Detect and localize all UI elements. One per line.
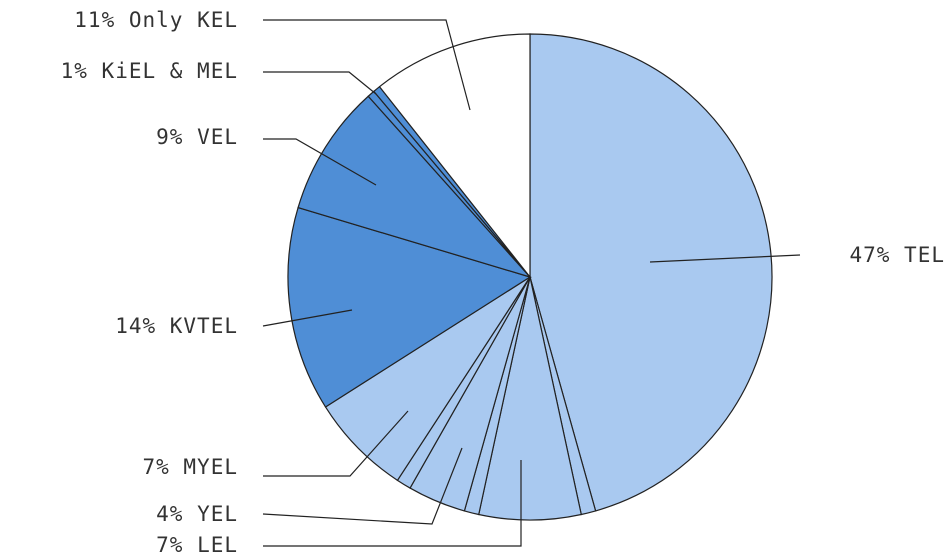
slice-label-9pct-vel: 9% VEL xyxy=(156,125,238,149)
slice-label-47pct-tel: 47% TEL xyxy=(849,243,945,267)
leader-line-9pct-vel xyxy=(263,138,377,186)
pie-slice-47pct-tel xyxy=(529,33,773,512)
pie-slice-9pct-vel xyxy=(297,95,532,279)
slice-label-7pct-lel: 7% LEL xyxy=(156,533,238,556)
slice-label-7pct-myel: 7% MYEL xyxy=(142,455,238,479)
leader-line-7pct-myel xyxy=(263,410,409,477)
slice-label-4pct-yel: 4% YEL xyxy=(156,502,238,526)
leader-line-4pct-yel xyxy=(262,447,463,525)
slice-label-14pct-kvtel: 14% KVTEL xyxy=(115,314,238,338)
leader-line-1pct-kiel-and-mel xyxy=(263,71,377,95)
slice-label-1pct-kiel-and-mel: 1% KiEL & MEL xyxy=(61,59,238,83)
leader-line-47pct-tel xyxy=(649,254,801,263)
slice-label-11pct-only-kel: 11% Only KEL xyxy=(74,8,238,32)
pie-slice-11pct-only-kel xyxy=(378,33,531,279)
leader-line-7pct-lel xyxy=(263,460,522,547)
leader-line-14pct-kvtel xyxy=(262,309,353,327)
leader-line-11pct-only-kel xyxy=(263,19,471,111)
pie-slice-14pct-kvtel xyxy=(287,206,532,408)
